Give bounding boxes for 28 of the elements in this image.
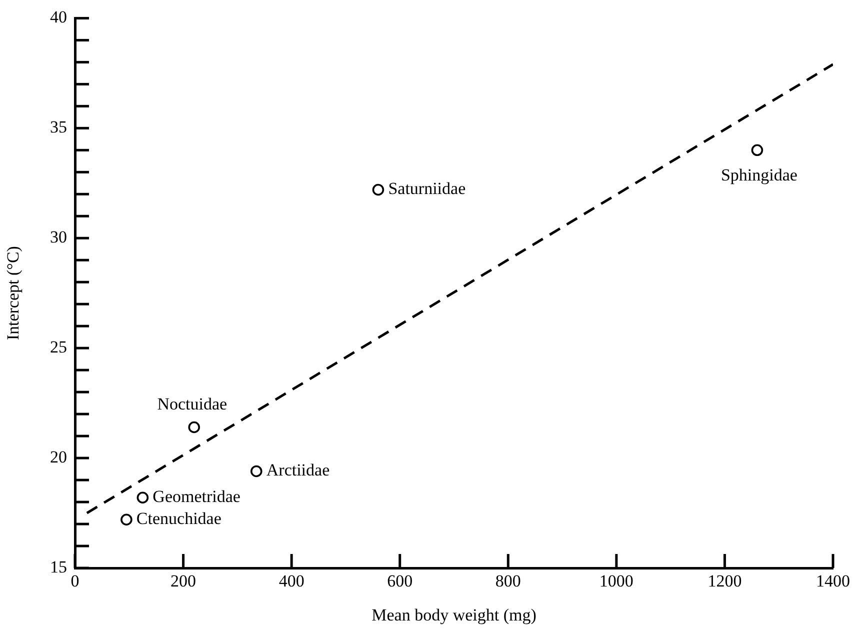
point	[372, 184, 384, 196]
annotation: Saturniidae	[388, 179, 466, 198]
y-tick-label: 40	[50, 8, 67, 27]
x-tick-label: 1400	[816, 572, 850, 591]
annotation: Arctiidae	[266, 460, 330, 480]
annotation: Ctenuchidae	[136, 509, 222, 528]
point	[751, 144, 764, 156]
x-tick-label: 800	[495, 572, 521, 591]
x-tick-label: 0	[70, 572, 80, 591]
x-tick-label: 200	[170, 572, 196, 591]
x-axis-title: Mean body weight (mg)	[372, 605, 536, 624]
point	[136, 492, 149, 504]
annotation: Geometridae	[152, 487, 240, 506]
y-axis-title: Intercept (°C)	[4, 246, 23, 340]
annotation: Noctuidae	[157, 394, 228, 414]
y-tick-label: 15	[50, 557, 67, 576]
y-tick-label: 30	[50, 228, 67, 247]
annotation: Sphingidae	[720, 166, 798, 185]
point	[250, 465, 262, 478]
y-tick-label: 25	[50, 338, 67, 357]
x-tick-label: 1000	[599, 572, 634, 591]
y-tick-label: 35	[50, 118, 67, 137]
point	[188, 421, 200, 434]
x-tick-label: 600	[387, 572, 413, 591]
x-tick-label: 1200	[708, 572, 742, 591]
x-tick-label: 400	[278, 572, 304, 591]
y-tick-label: 20	[50, 448, 67, 467]
point	[120, 514, 132, 526]
